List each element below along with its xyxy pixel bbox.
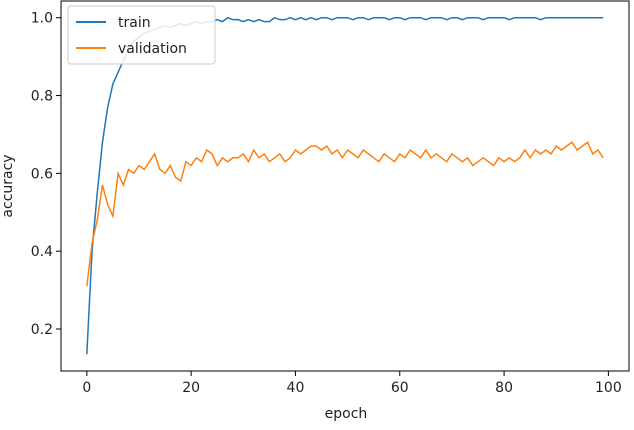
y-tick-label: 0.2: [31, 322, 53, 338]
legend-label: train: [118, 15, 151, 31]
y-tick-label: 1.0: [31, 11, 53, 27]
series-line: [86, 16, 604, 355]
x-tick-label: 40: [287, 380, 305, 396]
x-tick-label: 0: [82, 380, 91, 396]
y-tick-label: 0.4: [31, 244, 53, 260]
x-tick-label: 80: [495, 380, 513, 396]
x-tick-label: 100: [595, 380, 622, 396]
x-axis-label: epoch: [325, 406, 368, 422]
y-axis-label: accuracy: [0, 154, 16, 217]
plot-frame: [60, 0, 630, 372]
y-tick-label: 0.6: [31, 166, 53, 182]
legend-label: validation: [118, 41, 187, 57]
x-tick-label: 20: [182, 380, 200, 396]
legend-box: [67, 5, 216, 65]
y-tick-label: 0.8: [31, 89, 53, 105]
series-line: [86, 141, 604, 287]
x-tick-label: 60: [391, 380, 409, 396]
